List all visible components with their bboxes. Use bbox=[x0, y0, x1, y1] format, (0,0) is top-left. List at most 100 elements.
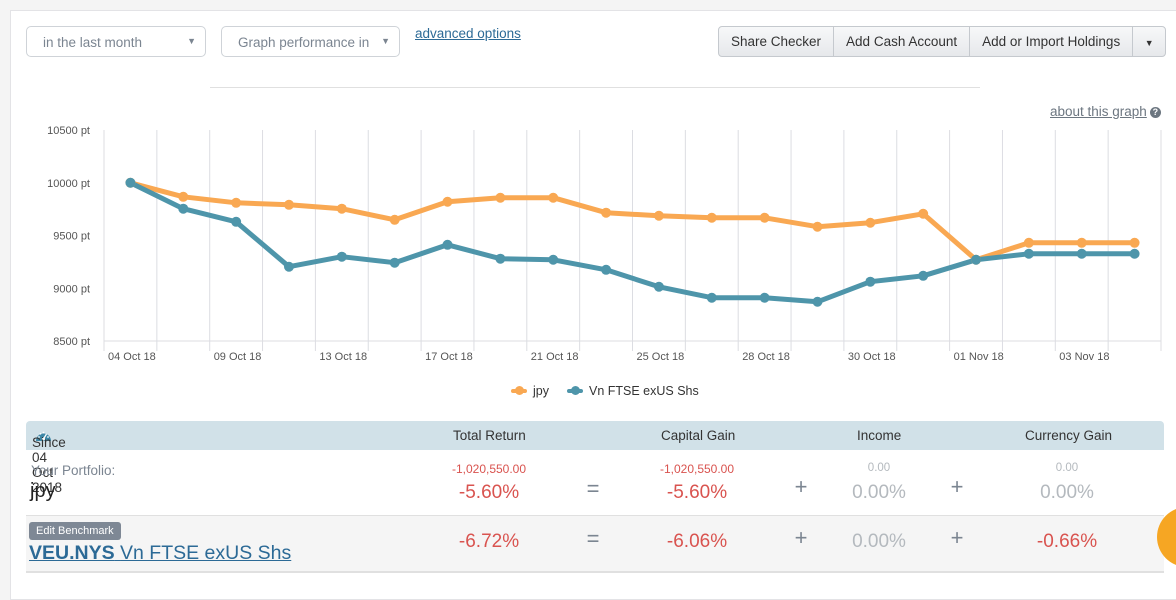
data-point-jpy bbox=[1023, 237, 1034, 248]
x-tick-label: 28 Oct 18 bbox=[742, 351, 790, 363]
header-total-return: Total Return bbox=[453, 428, 526, 443]
data-point-jpy bbox=[231, 197, 242, 208]
data-point-benchmark bbox=[1023, 248, 1034, 259]
chart-legend: jpy Vn FTSE exUS Shs bbox=[511, 384, 699, 398]
caret-down-icon: ▼ bbox=[1144, 38, 1154, 48]
share-checker-button[interactable]: Share Checker bbox=[719, 27, 835, 56]
x-tick-label: 09 Oct 18 bbox=[214, 351, 262, 363]
income-value: 0.00 bbox=[867, 462, 891, 474]
performance-summary-table: Since 04 Oct 2018 Total Return Capital G… bbox=[26, 421, 1164, 573]
currency-gain-value: 0.00 bbox=[1055, 462, 1079, 474]
data-point-benchmark bbox=[706, 292, 717, 303]
data-point-benchmark bbox=[283, 261, 294, 272]
x-tick-label: 21 Oct 18 bbox=[531, 351, 579, 363]
add-cash-account-button[interactable]: Add Cash Account bbox=[834, 27, 971, 56]
data-point-jpy bbox=[442, 196, 453, 207]
data-point-benchmark bbox=[918, 270, 929, 281]
benchmark-ticker: VEU.NYS bbox=[29, 542, 115, 564]
currency-gain-pct: 0.00% bbox=[1040, 482, 1094, 503]
data-point-jpy bbox=[1076, 237, 1087, 248]
data-point-benchmark bbox=[178, 203, 189, 214]
legend-label: jpy bbox=[533, 384, 549, 398]
x-tick-label: 13 Oct 18 bbox=[319, 351, 367, 363]
benchmark-row: Edit Benchmark VEU.NYS Vn FTSE exUS Shs … bbox=[26, 516, 1164, 573]
data-point-jpy bbox=[601, 207, 612, 218]
benchmark-link[interactable]: VEU.NYS Vn FTSE exUS Shs bbox=[29, 542, 291, 565]
series-line-jpy bbox=[127, 180, 1138, 263]
help-chat-button[interactable] bbox=[1157, 507, 1176, 567]
data-point-jpy bbox=[653, 210, 664, 221]
data-point-benchmark bbox=[336, 251, 347, 262]
add-import-holdings-button[interactable]: Add or Import Holdings bbox=[970, 27, 1134, 56]
plus-sign: + bbox=[794, 474, 808, 499]
data-point-benchmark bbox=[812, 296, 823, 307]
period-select[interactable]: in the last month ▼ bbox=[26, 26, 206, 57]
graph-performance-select[interactable]: Graph performance in ▼ bbox=[221, 26, 400, 57]
data-point-jpy bbox=[1129, 237, 1140, 248]
x-tick-label: 17 Oct 18 bbox=[425, 351, 473, 363]
x-tick-label: 25 Oct 18 bbox=[637, 351, 685, 363]
portfolio-name: jpy bbox=[30, 480, 56, 502]
performance-chart: 8500 pt 9000 pt 9500 pt 10000 pt 10500 pt 04 … bbox=[47, 125, 1162, 363]
period-label: Since 04 Oct 2018 bbox=[32, 428, 66, 495]
portfolio-row: Your Portfolio: jpy -1,020,550.00 -5.60%… bbox=[26, 450, 1164, 516]
chevron-down-icon: ▼ bbox=[187, 36, 196, 46]
plus-sign: + bbox=[950, 525, 964, 550]
data-point-benchmark bbox=[231, 216, 242, 227]
divider bbox=[210, 87, 980, 88]
data-point-benchmark bbox=[971, 254, 982, 265]
about-graph-link[interactable]: about this graph? bbox=[1050, 104, 1161, 119]
portfolio-label: Your Portfolio: bbox=[31, 463, 116, 478]
y-tick-label: 9000 pt bbox=[53, 283, 90, 295]
capital-gain-pct: -5.60% bbox=[666, 482, 728, 503]
x-tick-label: 04 Oct 18 bbox=[108, 351, 156, 363]
plus-sign: + bbox=[794, 525, 808, 550]
total-return-pct: -5.60% bbox=[458, 482, 520, 503]
graph-select-value: Graph performance in bbox=[238, 35, 370, 50]
summary-header: Since 04 Oct 2018 Total Return Capital G… bbox=[26, 421, 1164, 495]
benchmark-capital-gain-pct: -6.06% bbox=[666, 531, 728, 552]
dashboard-gauge-icon[interactable] bbox=[35, 429, 52, 442]
data-point-benchmark bbox=[653, 281, 664, 292]
benchmark-total-return-pct: -6.72% bbox=[458, 531, 520, 552]
data-point-jpy bbox=[759, 212, 770, 223]
legend-item-jpy[interactable]: jpy bbox=[511, 384, 549, 398]
advanced-options-link[interactable]: advanced options bbox=[415, 26, 521, 41]
y-tick-label: 8500 pt bbox=[53, 336, 90, 348]
data-point-benchmark bbox=[389, 257, 400, 268]
y-tick-label: 10000 pt bbox=[47, 178, 90, 190]
data-point-jpy bbox=[283, 199, 294, 210]
action-button-group: Share Checker Add Cash Account Add or Im… bbox=[718, 26, 1167, 57]
benchmark-income-pct: 0.00% bbox=[852, 531, 906, 552]
data-point-jpy bbox=[495, 192, 506, 203]
data-point-jpy bbox=[389, 214, 400, 225]
header-currency-gain: Currency Gain bbox=[1025, 428, 1113, 443]
data-point-benchmark bbox=[1076, 248, 1087, 259]
legend-symbol-icon bbox=[511, 386, 527, 395]
series-line-benchmark bbox=[127, 180, 1138, 305]
edit-benchmark-button[interactable]: Edit Benchmark bbox=[29, 522, 121, 540]
period-select-value: in the last month bbox=[43, 35, 143, 50]
data-point-jpy bbox=[865, 217, 876, 228]
data-point-benchmark bbox=[759, 292, 770, 303]
legend-symbol-icon bbox=[566, 386, 583, 395]
data-point-benchmark bbox=[548, 254, 559, 265]
performance-panel bbox=[10, 10, 1176, 600]
total-return-value: -1,020,550.00 bbox=[451, 462, 527, 476]
about-graph-label: about this graph bbox=[1050, 104, 1147, 119]
header-income: Income bbox=[857, 428, 902, 443]
equals-sign: = bbox=[586, 526, 600, 551]
legend-item-benchmark[interactable]: Vn FTSE exUS Shs bbox=[566, 384, 699, 398]
y-tick-label: 10500 pt bbox=[47, 125, 90, 137]
x-tick-label: 01 Nov 18 bbox=[954, 351, 1004, 363]
x-tick-label: 30 Oct 18 bbox=[848, 351, 896, 363]
data-point-jpy bbox=[706, 212, 717, 223]
benchmark-currency-gain-pct: -0.66% bbox=[1036, 531, 1098, 552]
header-capital-gain: Capital Gain bbox=[661, 428, 736, 443]
data-point-benchmark bbox=[495, 253, 506, 264]
data-point-benchmark bbox=[442, 239, 453, 250]
income-pct: 0.00% bbox=[852, 482, 906, 503]
more-actions-dropdown[interactable]: ▼ bbox=[1133, 27, 1165, 56]
benchmark-name: Vn FTSE exUS Shs bbox=[120, 542, 292, 564]
data-point-jpy bbox=[812, 221, 823, 232]
